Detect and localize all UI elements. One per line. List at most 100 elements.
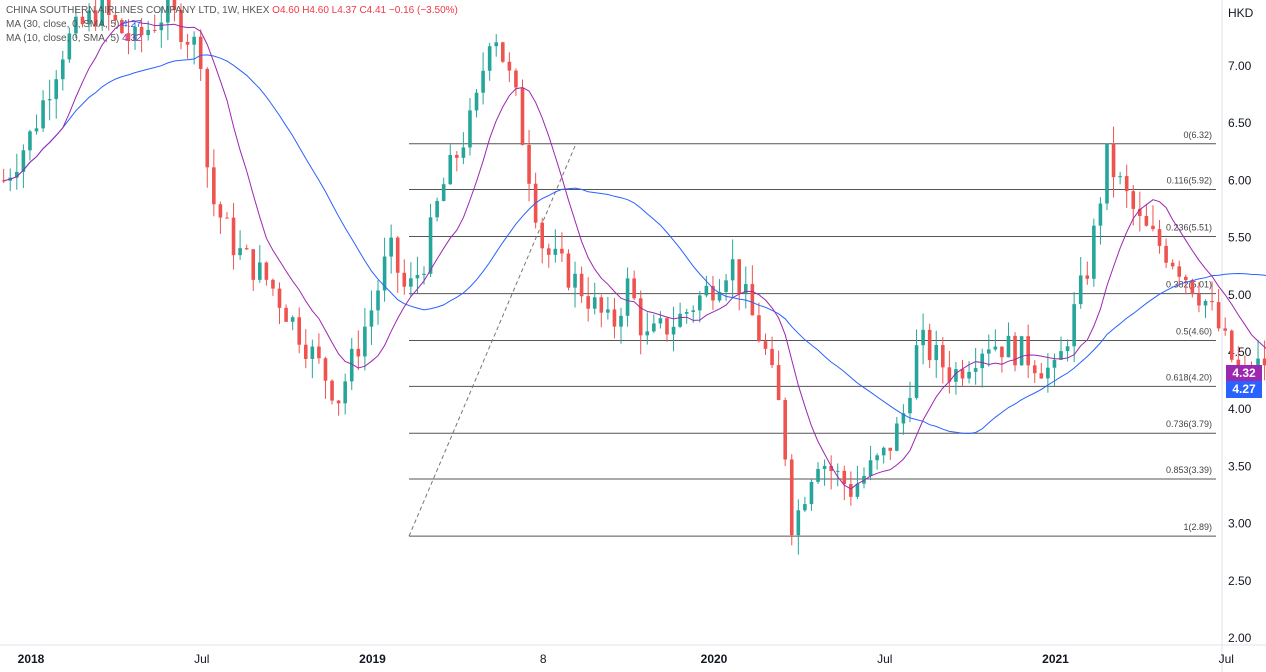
candle-body (652, 323, 656, 332)
candle-body (297, 317, 302, 345)
candle-body (1157, 229, 1162, 246)
candle-body (960, 369, 965, 379)
legend-ma30-label: MA (30, close, 0, SMA, 5) (6, 19, 120, 30)
candle-body (527, 144, 531, 184)
fib-level-label: 0.116(5.92) (1167, 176, 1212, 186)
candle-body (363, 326, 367, 357)
candle-body (1197, 294, 1201, 306)
fib-level-label: 0.236(5.51) (1166, 222, 1212, 232)
candle-body (967, 371, 971, 379)
candle-body (730, 259, 735, 281)
candle-body (218, 204, 223, 218)
candle-body (487, 46, 492, 71)
candle-body (711, 285, 715, 301)
candle-body (1144, 216, 1149, 226)
candle-body (1170, 262, 1175, 267)
candle-body (1177, 266, 1182, 277)
fib-level-label: 0(6.32) (1183, 130, 1212, 140)
legend-title: CHINA SOUTHERN AIRLINES COMPANY LTD, 1W,… (6, 5, 270, 16)
x-tick-label: 2019 (359, 652, 386, 666)
candle-body (349, 348, 354, 382)
candle-body (251, 249, 256, 280)
candle-body (47, 99, 52, 101)
candle-body (573, 273, 577, 288)
candle-body (74, 16, 78, 34)
candle-body (336, 400, 341, 404)
y-tick-label: 2.50 (1228, 574, 1252, 588)
candle-body (658, 318, 663, 324)
y-tick-label: 5.00 (1228, 288, 1252, 302)
candle-body (1190, 280, 1195, 295)
y-tick-label: 2.00 (1228, 631, 1252, 645)
candle-body (941, 344, 945, 368)
candle-body (1216, 302, 1221, 329)
candle-body (980, 353, 985, 369)
legend-ma10-value: 4.32 (122, 33, 142, 44)
x-tick-label: Jul (877, 652, 892, 666)
candle-body (139, 26, 144, 36)
candle-body (284, 307, 288, 322)
candle-body (113, 15, 118, 21)
candle-body (1065, 346, 1070, 352)
candle-body (468, 110, 472, 148)
candle-body (842, 470, 847, 485)
y-tick-label: 6.50 (1228, 116, 1252, 130)
candle-body (133, 26, 137, 41)
x-tick-label: 8 (540, 652, 547, 666)
candle-body (428, 217, 433, 274)
x-tick-label: 2021 (1042, 652, 1069, 666)
candle-body (809, 481, 814, 505)
candle-body (15, 171, 19, 178)
fib-level-label: 0.618(4.20) (1166, 372, 1212, 382)
candle-body (849, 484, 853, 497)
candle-body (356, 348, 361, 357)
candle-body (914, 345, 919, 398)
candle-body (855, 483, 860, 497)
candle-body (1072, 304, 1076, 347)
legend-ma10-row[interactable]: MA (10, close, 0, SMA, 5) 4.32 (6, 32, 458, 46)
candle-body (303, 344, 308, 359)
candle-body (258, 262, 262, 280)
y-tick-label: 4.00 (1228, 402, 1252, 416)
candle-body (1131, 191, 1136, 209)
y-tick-label: 6.00 (1228, 173, 1252, 187)
candle-body (159, 22, 164, 31)
candle-body (691, 310, 696, 313)
candle-body (835, 470, 840, 472)
candle-body (290, 317, 295, 322)
candle-body (1229, 330, 1234, 360)
candle-body (100, 0, 104, 26)
candle-body (901, 413, 906, 424)
candle-body (638, 298, 643, 336)
candle-body (796, 510, 801, 536)
candle-body (671, 326, 676, 335)
candle-body (776, 365, 781, 401)
y-tick-label: 3.50 (1228, 459, 1252, 473)
chart-legend: CHINA SOUTHERN AIRLINES COMPANY LTD, 1W,… (6, 4, 458, 46)
candle-body (789, 459, 794, 536)
candle-body (1032, 365, 1037, 374)
candle-body (750, 284, 755, 316)
y-tick-label: 4.50 (1228, 345, 1252, 359)
candle-body (875, 455, 879, 461)
candle-body (376, 290, 380, 311)
legend-ma30-row[interactable]: MA (30, close, 0, SMA, 5) 4.27 (6, 18, 458, 32)
candle-body (698, 295, 702, 311)
ma30-price-badge: 4.27 (1226, 381, 1262, 399)
candle-body (120, 20, 124, 34)
candle-body (783, 400, 787, 460)
candle-body (619, 315, 623, 327)
candle-body (1006, 335, 1011, 358)
candle-body (389, 237, 393, 257)
candle-body (481, 70, 485, 93)
candle-body (1151, 225, 1155, 230)
candle-body (908, 397, 912, 414)
candle-body (317, 346, 321, 359)
legend-ma10-label: MA (10, close, 0, SMA, 5) (6, 33, 120, 44)
candle-body (665, 318, 669, 335)
candle-body (1078, 275, 1083, 305)
candle-body (455, 154, 459, 158)
candle-body (1052, 359, 1057, 368)
candle-body (54, 79, 59, 100)
